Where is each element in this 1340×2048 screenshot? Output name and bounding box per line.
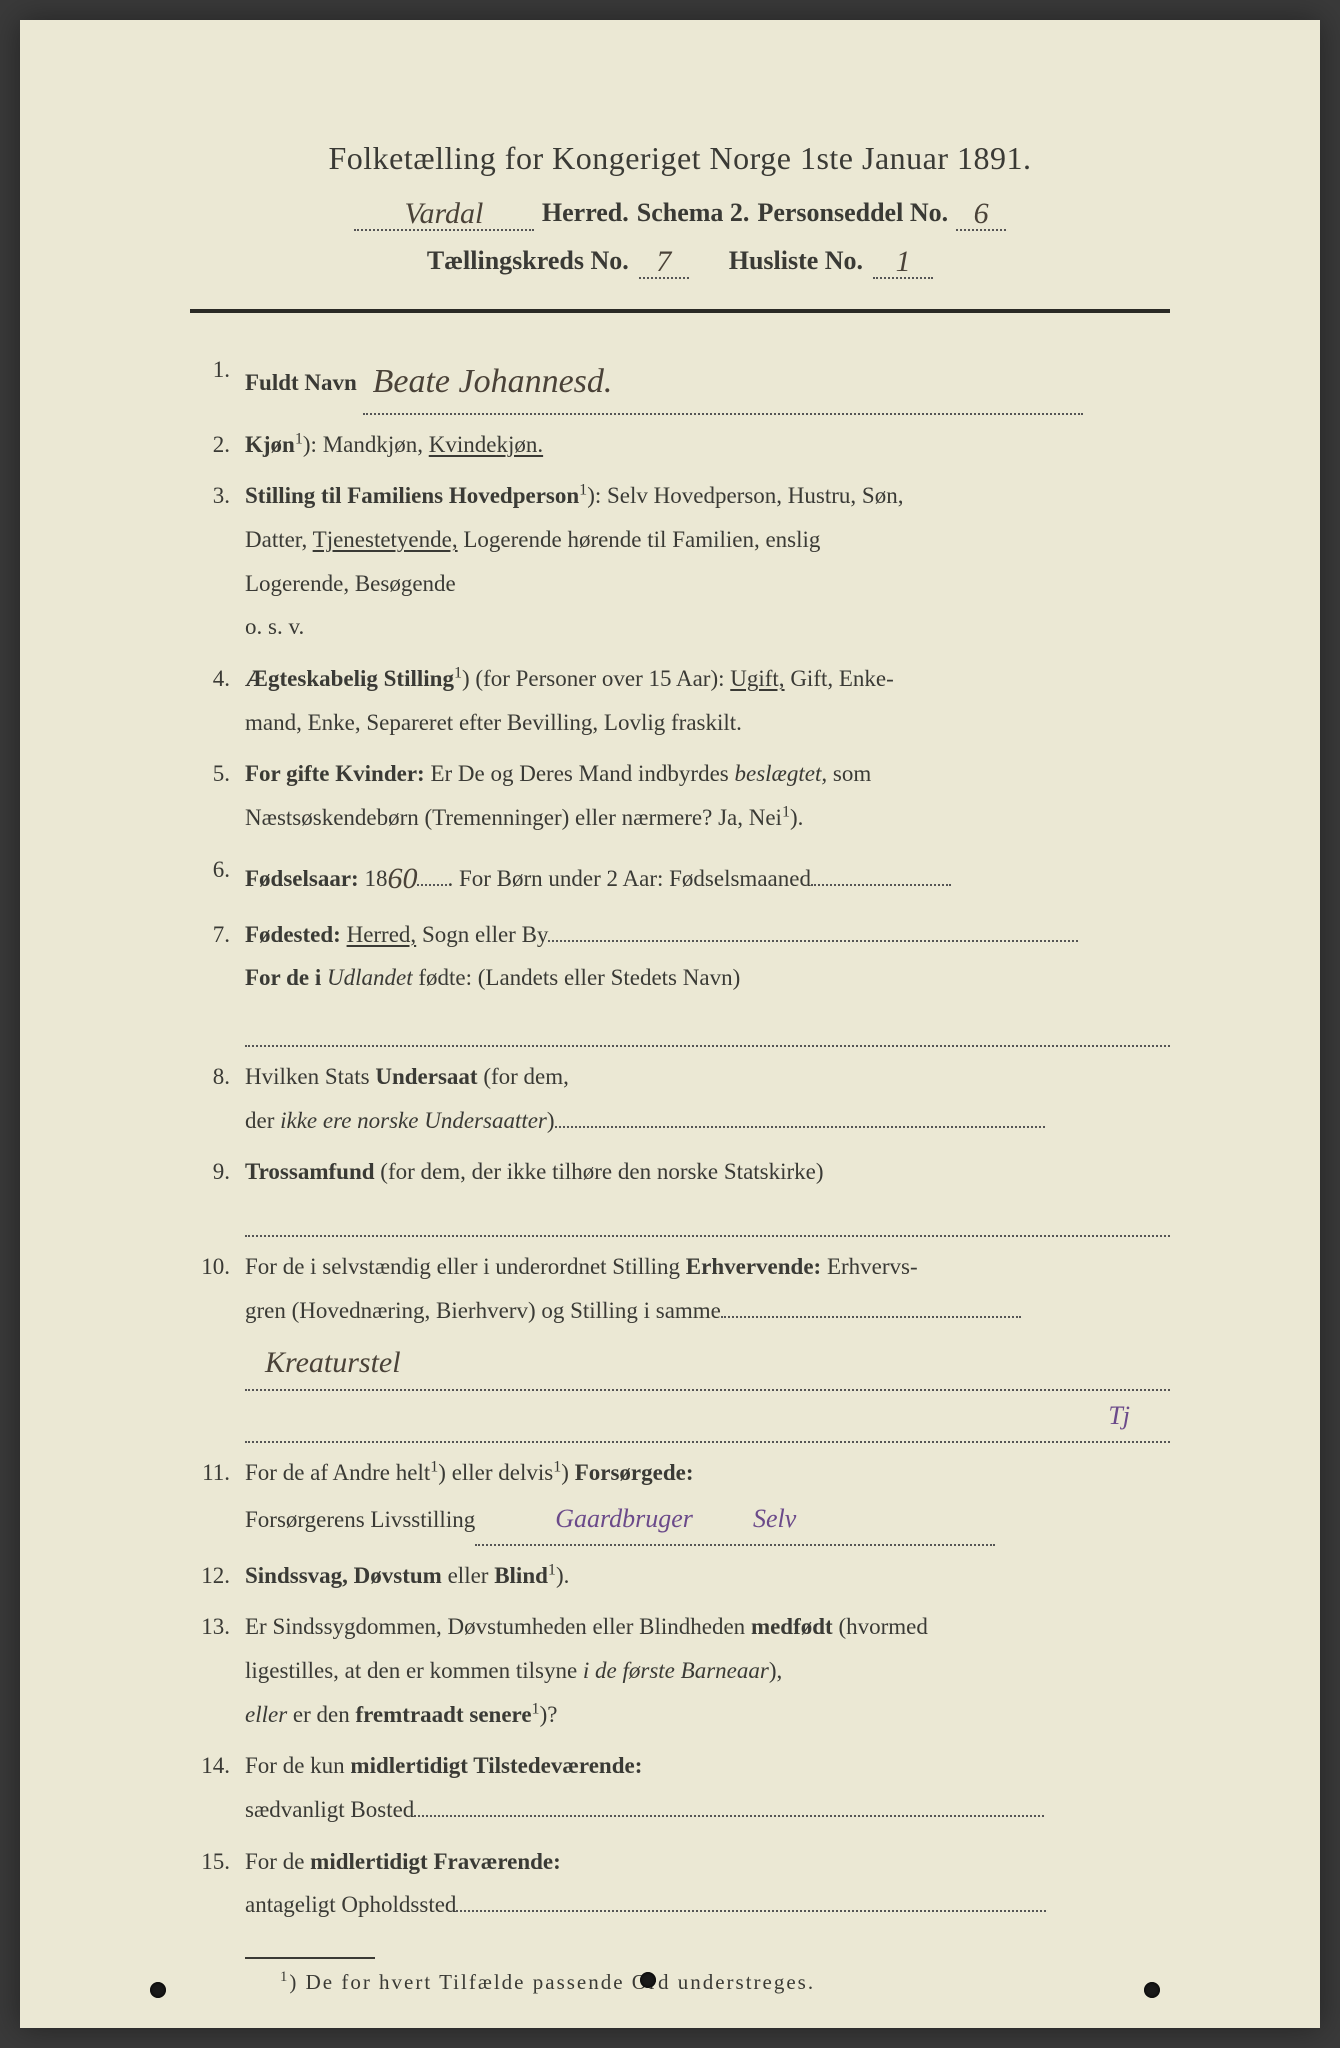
row-3: 3. Stilling til Familiens Hovedperson1):… bbox=[190, 474, 1170, 649]
punch-hole-icon bbox=[1144, 1982, 1160, 1998]
row-6: 6. Fødselsaar: 1860. For Børn under 2 Aa… bbox=[190, 848, 1170, 905]
row-1: 1. Fuldt Navn Beate Johannesd. bbox=[190, 348, 1170, 415]
herred-field: Vardal bbox=[354, 195, 534, 231]
row-7: 7. Fødested: Herred, Sogn eller By For d… bbox=[190, 913, 1170, 1047]
personseddel-field: 6 bbox=[956, 195, 1006, 231]
row-9: 9. Trossamfund (for dem, der ikke tilhør… bbox=[190, 1150, 1170, 1236]
row-14: 14. For de kun midlertidigt Tilstedevære… bbox=[190, 1744, 1170, 1831]
census-form-page: Folketælling for Kongeriget Norge 1ste J… bbox=[20, 20, 1320, 2028]
punch-hole-icon bbox=[150, 1982, 166, 1998]
row-8: 8. Hvilken Stats Undersaat (for dem, der… bbox=[190, 1055, 1170, 1142]
third-row: Tællingskreds No. 7 Husliste No. 1 bbox=[190, 243, 1170, 279]
row-4: 4. Ægteskabelig Stilling1) (for Personer… bbox=[190, 657, 1170, 744]
row-15: 15. For de midlertidigt Fraværende: anta… bbox=[190, 1840, 1170, 1927]
form-body: 1. Fuldt Navn Beate Johannesd. 2. Kjøn1)… bbox=[190, 348, 1170, 1927]
subtitle-row: Vardal Herred. Schema 2. Personseddel No… bbox=[190, 195, 1170, 231]
kreds-field: 7 bbox=[639, 243, 689, 279]
punch-hole-icon bbox=[640, 1972, 656, 1988]
row-5: 5. For gifte Kvinder: Er De og Deres Man… bbox=[190, 752, 1170, 839]
footnote: 1) De for hvert Tilfælde passende Ord un… bbox=[190, 1969, 1170, 1995]
form-header: Folketælling for Kongeriget Norge 1ste J… bbox=[190, 140, 1170, 279]
footnote-divider bbox=[245, 1957, 375, 1959]
row-10: 10. For de i selvstændig eller i underor… bbox=[190, 1245, 1170, 1443]
kreds-label: Tællingskreds No. bbox=[427, 246, 629, 276]
main-title: Folketælling for Kongeriget Norge 1ste J… bbox=[190, 140, 1170, 177]
row-12: 12. Sindssvag, Døvstum eller Blind1). bbox=[190, 1554, 1170, 1598]
husliste-field: 1 bbox=[873, 243, 933, 279]
name-field: Beate Johannesd. bbox=[363, 348, 1083, 415]
herred-label: Herred. bbox=[542, 198, 629, 228]
header-divider bbox=[190, 309, 1170, 313]
row-11: 11. For de af Andre helt1) eller delvis1… bbox=[190, 1451, 1170, 1546]
husliste-label: Husliste No. bbox=[729, 246, 863, 276]
schema-label: Schema 2. bbox=[637, 198, 750, 228]
personseddel-label: Personseddel No. bbox=[757, 198, 948, 228]
row-13: 13. Er Sindssygdommen, Døvstumheden elle… bbox=[190, 1605, 1170, 1736]
row-2: 2. Kjøn1): Mandkjøn, Kvindekjøn. bbox=[190, 423, 1170, 467]
